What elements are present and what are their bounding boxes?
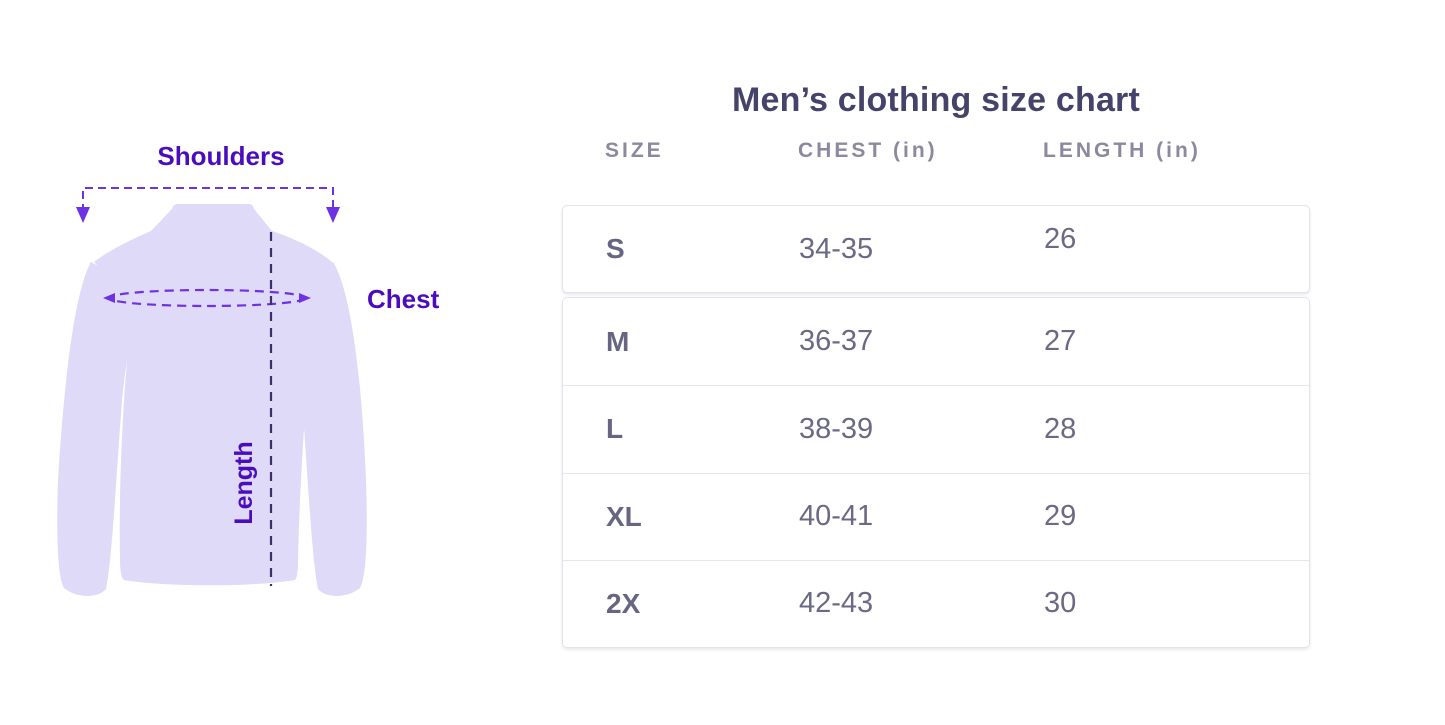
chest-cell: 42-43 xyxy=(799,587,874,620)
table-row: 2X 42-43 30 xyxy=(563,559,1309,647)
shirt-left-sleeve-shape xyxy=(57,262,138,596)
table-card-rows-m-2x: M 36-37 27 L 38-39 28 XL 40-41 29 2X 42-… xyxy=(562,297,1310,648)
length-cell: 29 xyxy=(1044,500,1077,533)
chest-label: Chest xyxy=(367,284,440,314)
shirt-measurement-diagram: Shoulders Chest Length xyxy=(0,0,480,725)
table-row: L 38-39 28 xyxy=(563,385,1309,472)
length-cell: 27 xyxy=(1044,325,1077,358)
chest-cell: 34-35 xyxy=(799,232,874,265)
chest-arrow-left-icon xyxy=(103,293,115,303)
table-row: XL 40-41 29 xyxy=(563,472,1309,560)
size-cell: M xyxy=(606,325,630,357)
chest-cell: 40-41 xyxy=(799,500,874,533)
shoulders-arrow-right-icon xyxy=(326,207,340,223)
table-row: M 36-37 27 xyxy=(563,298,1309,385)
chest-cell: 38-39 xyxy=(799,412,874,445)
length-label: Length xyxy=(230,441,258,525)
column-header-chest: CHEST (in) xyxy=(798,139,938,162)
column-header-size: SIZE xyxy=(605,139,664,162)
table-card-row-s: S 34-35 26 xyxy=(562,205,1310,293)
length-cell: 30 xyxy=(1044,587,1077,620)
size-cell: S xyxy=(606,233,625,264)
length-cell: 28 xyxy=(1044,412,1077,445)
table-header-row: SIZE CHEST (in) LENGTH (in) xyxy=(562,139,1310,163)
chest-cell: 36-37 xyxy=(799,325,874,358)
column-header-length: LENGTH (in) xyxy=(1043,139,1201,162)
size-cell: L xyxy=(606,413,624,445)
size-cell: XL xyxy=(606,500,642,532)
size-cell: 2X xyxy=(606,587,641,619)
shoulders-arrow-left-icon xyxy=(76,207,90,223)
shirt-right-sleeve-shape xyxy=(286,262,367,596)
shirt-body-shape xyxy=(94,204,332,586)
chart-title: Men’s clothing size chart xyxy=(731,80,1141,119)
table-row: S 34-35 26 xyxy=(563,223,1309,266)
length-cell: 26 xyxy=(1044,222,1077,255)
shirt-graphic xyxy=(57,187,367,596)
shoulders-measure-bracket xyxy=(82,187,334,212)
chest-arrow-right-icon xyxy=(299,293,311,303)
shoulders-label: Shoulders xyxy=(157,141,285,171)
